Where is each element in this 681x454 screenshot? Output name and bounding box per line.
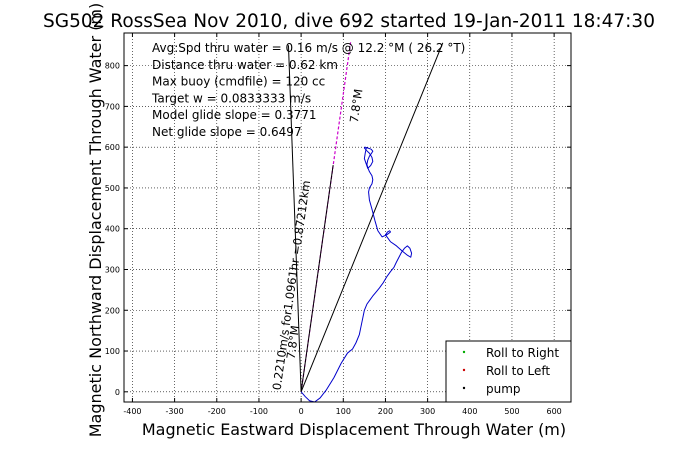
plot-frame [123, 32, 572, 403]
x-tick-label: -400 [123, 407, 141, 416]
x-tick-label: 400 [462, 407, 477, 416]
reference-line-heading [300, 42, 444, 392]
x-axis-ticks: -400 -300 -200 -100 0 100 200 300 400 500 600 [123, 33, 562, 416]
legend-marker [462, 368, 466, 372]
chart-title: SG502 RossSea Nov 2010, dive 692 started… [43, 11, 655, 32]
x-tick-label: -100 [250, 407, 268, 416]
legend-marker [462, 386, 466, 390]
annotation-block: Avg:Spd thru water = 0.16 m/s @ 12.2 °M … [151, 41, 465, 139]
annotation-line: Model glide slope = 0.3771 [152, 108, 317, 122]
annotation-line: Distance thru water = 0.62 km [152, 58, 338, 72]
line-label: 7.8°M [284, 325, 303, 361]
series-track-line [300, 146, 413, 403]
reference-line-bound-left [287, 45, 302, 392]
x-tick-label: 0 [299, 407, 304, 416]
x-tick-label: 100 [336, 407, 351, 416]
y-tick-label: 200 [105, 306, 120, 315]
y-tick-label: 600 [105, 143, 120, 152]
y-axis-label: Magnetic Northward Displacement Through … [86, 3, 105, 438]
x-tick-label: 600 [546, 407, 561, 416]
reference-line-bound-right [300, 165, 334, 392]
x-tick-label: -200 [208, 407, 226, 416]
annotation-line: Max buoy (cmdfile) = 120 cc [152, 75, 325, 89]
annotation-line: Net glide slope = 0.6497 [152, 125, 302, 139]
y-tick-label: 0 [115, 388, 120, 397]
legend-marker [462, 350, 466, 354]
y-axis-ticks: 0 100 200 300 400 500 600 700 800 [105, 62, 571, 397]
legend-label: pump [486, 382, 521, 396]
x-tick-label: 500 [504, 407, 519, 416]
legend-label: Roll to Right [486, 346, 559, 360]
y-tick-label: 100 [105, 347, 120, 356]
annotation-line: Target w = 0.0833333 m/s [151, 91, 311, 105]
legend: Roll to Right Roll to Left pump [445, 340, 572, 403]
annotation-line: Avg:Spd thru water = 0.16 m/s @ 12.2 °M … [152, 41, 465, 55]
legend-label: Roll to Left [486, 364, 550, 378]
y-tick-label: 500 [105, 184, 120, 193]
x-tick-label: -300 [166, 407, 184, 416]
legend-box [445, 340, 572, 403]
x-axis-label: Magnetic Eastward Displacement Through W… [142, 420, 566, 439]
line-label: 7.8°M [347, 88, 366, 124]
y-tick-label: 700 [105, 102, 120, 111]
x-tick-label: 300 [420, 407, 435, 416]
series-layer [300, 146, 413, 403]
x-tick-label: 200 [378, 407, 393, 416]
reference-lines [287, 40, 444, 392]
y-tick-label: 800 [105, 62, 120, 71]
y-tick-label: 400 [105, 225, 120, 234]
y-tick-label: 300 [105, 265, 120, 274]
